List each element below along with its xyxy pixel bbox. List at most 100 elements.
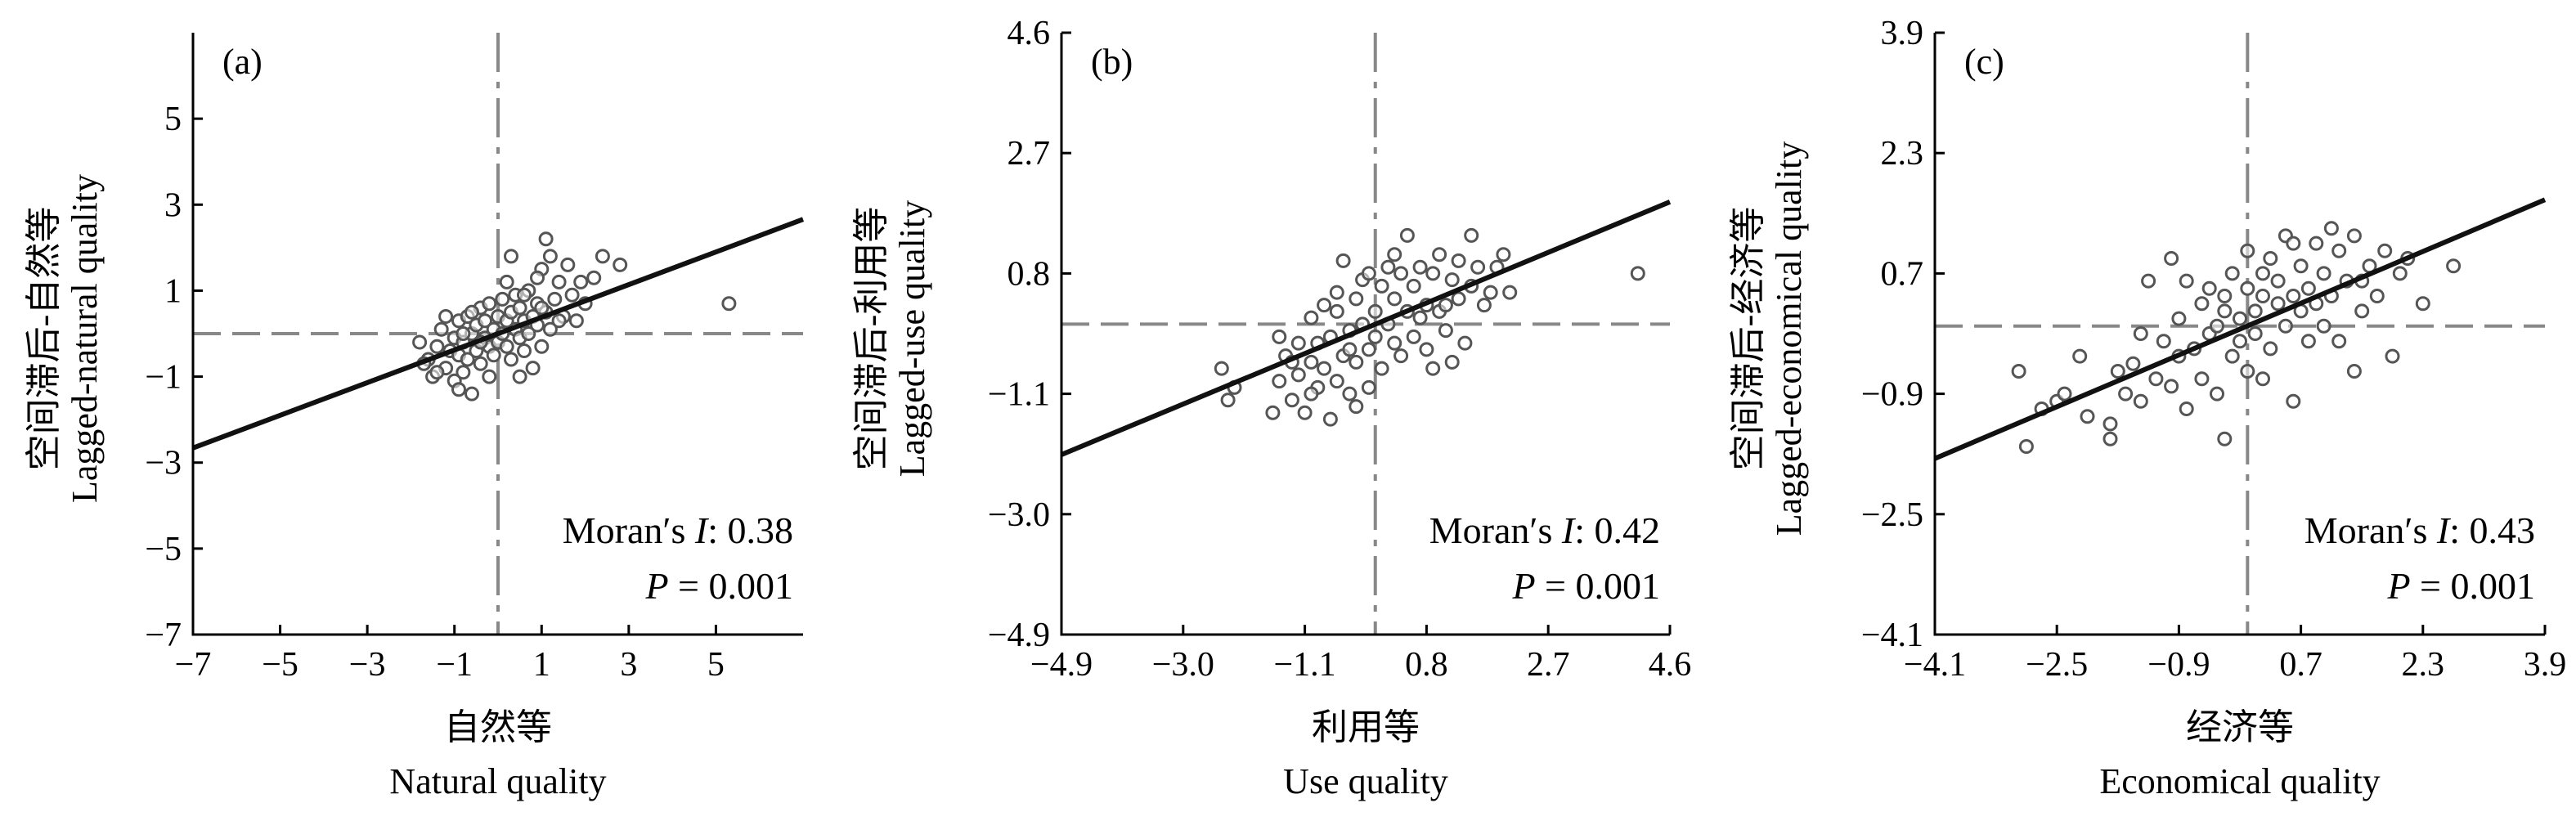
x-axis-label-cn: 经济等 [2186,707,2294,747]
scatter-point [429,365,445,380]
scatter-point [2057,386,2072,402]
y-tick-label: −4.1 [1861,617,1923,654]
scatter-point [2247,326,2263,341]
scatter-point [2270,273,2286,289]
p-value: = 0.001 [1536,565,1660,607]
scatter-point [517,343,532,358]
scatter-point [2369,289,2385,303]
scatter-point [464,386,479,402]
scatter-point [2233,311,2247,326]
y-tick-label: 3.9 [1881,15,1924,52]
scatter-point [1329,303,1344,319]
scatter-point [456,365,471,380]
scatter-point [1630,266,1645,281]
scatter-point [1349,354,1364,370]
scatter-point [2331,243,2347,258]
x-axis-label-cn: 自然等 [444,707,552,747]
morans-i-value: : 0.43 [2449,509,2535,551]
scatter-point [2217,303,2233,319]
scatter-point [2164,251,2179,266]
scatter-point [2171,311,2187,326]
scatter-point [534,300,550,316]
scatter-point [2125,356,2141,371]
panel-label: (c) [1964,42,2004,82]
scatter-point [1317,298,1332,313]
scatter-point [429,339,445,354]
scatter-point [2377,243,2393,258]
scatter-point [1406,329,1421,344]
scatter-point [2072,348,2088,364]
scatter-point [525,361,541,376]
scatter-point [1387,335,1402,351]
morans-i-label: Moran′s [2304,509,2437,551]
scatter-point [2255,289,2270,303]
scatter-point [2148,371,2164,387]
scatter-point [2286,236,2301,251]
scatter-point [1265,405,1281,420]
scatter-point [1349,399,1364,415]
scatter-point [1438,323,1453,339]
x-axis-label-en: Economical quality [2099,761,2380,801]
scatter-point [2179,273,2194,289]
scatter-point [2309,236,2324,251]
scatter-point [568,313,584,329]
scatter-point [517,287,532,303]
scatter-point [573,274,589,289]
scatter-point [2224,266,2240,281]
scatter-point [2286,289,2301,303]
scatter-point [595,249,610,264]
scatter-point [547,291,563,307]
y-tick-label: 3 [164,186,182,224]
morans-i-annotation: Moran′s I: 0.38 [563,509,793,551]
scatter-point [2255,266,2270,281]
scatter-point [433,321,449,337]
scatter-point [1290,335,1306,351]
morans-i-label: Moran′s [1429,509,1562,551]
panel-a: −7 −5 −3 −1 1 3 5 −7 −5 −3 −1 1 3 5 (a) Moran′s I: 0.38… [24,33,805,801]
scatter-point [2255,371,2270,387]
scatter-point [2164,379,2179,394]
scatter-point [2011,364,2026,379]
y-axis-label-en: Lagged-natural quality [65,174,105,503]
scatter-point [464,304,479,320]
y-axis-label-en: Lagged-economical quality [1769,141,1809,536]
scatter-point [2133,393,2148,409]
scatter-point [2415,296,2430,312]
scatter-point [2263,341,2278,357]
scatter-point [1476,298,1492,313]
scatter-point [1406,278,1421,294]
scatter-point [2263,251,2278,266]
scatter-point [1425,266,1441,281]
y-tick-label: 5 [164,101,182,138]
scatter-point [1444,354,1460,370]
scatter-point [1425,361,1441,376]
scatter-point [530,270,545,285]
scatter-point [2346,364,2362,379]
scatter-point [2217,289,2233,303]
p-value-annotation: P = 0.001 [2386,565,2535,607]
y-tick-label: −1.1 [988,376,1050,414]
scatter-point [1272,329,1287,344]
y-tick-label: 0.7 [1881,255,1924,293]
panel-label: (b) [1091,42,1133,82]
y-tick-label: −2.5 [1861,496,1923,534]
scatter-point [2018,439,2034,454]
scatter-point [473,356,488,371]
y-tick-label: −4.9 [988,617,1050,654]
p-value-annotation: P = 0.001 [644,565,793,607]
x-tick-label: −4.9 [1030,646,1093,684]
scatter-point [2179,402,2194,416]
scatter-point [1322,411,1338,427]
scatter-point [1451,291,1466,307]
panel-b: −4.9 −3.0 −1.1 0.8 2.7 4.6 −4.9 −3.0 −1.1 0.8 2.7 4… [851,15,1691,801]
scatter-point [2331,334,2347,349]
scatter-point [2354,303,2370,319]
scatter-point [1304,386,1319,402]
scatter-point [1387,291,1402,307]
scatter-point [586,270,602,285]
scatter-point [1361,342,1376,357]
scatter-point [2201,280,2217,296]
y-tick-label: −0.9 [1861,376,1923,414]
scatter-point [495,291,510,307]
scatter-point [551,274,567,289]
